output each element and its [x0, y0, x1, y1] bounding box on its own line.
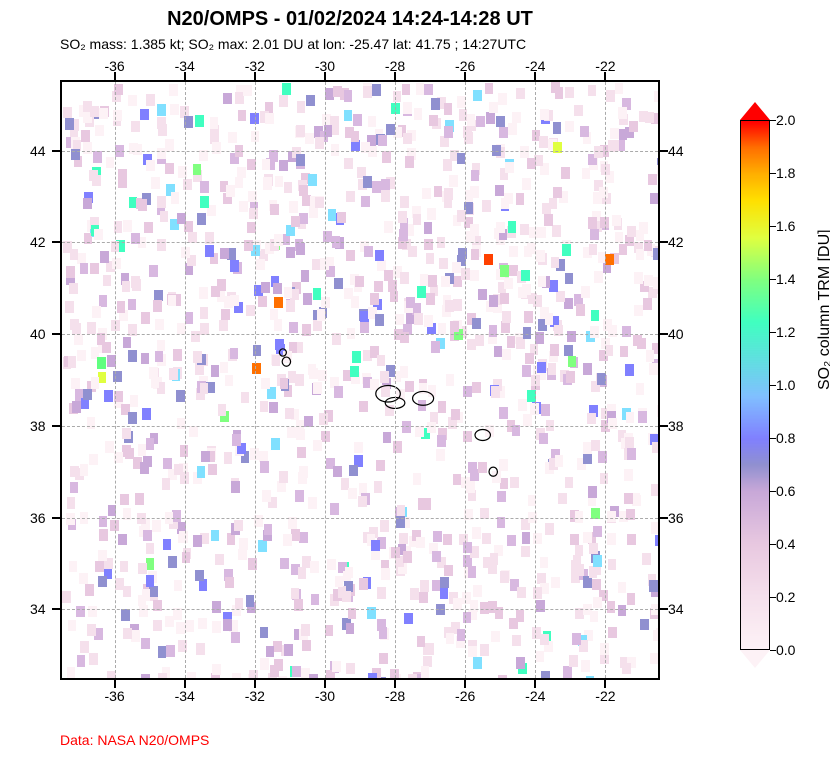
lat-tick-label: 36 — [30, 510, 46, 526]
colorbar-tick-label: 1.6 — [776, 218, 795, 234]
colorbar-tick-label: 0.8 — [776, 430, 795, 446]
lat-tick-label: 38 — [30, 418, 46, 434]
lon-tick-label: -32 — [245, 688, 265, 704]
lon-tick-label: -34 — [175, 688, 195, 704]
chart-title: N20/OMPS - 01/02/2024 14:24-14:28 UT — [0, 8, 700, 31]
colorbar-tick-label: 1.0 — [776, 377, 795, 393]
colorbar-label: SO₂ column TRM [DU] — [816, 229, 830, 390]
lon-tick-label: -24 — [525, 688, 545, 704]
colorbar-tick-label: 0.2 — [776, 589, 795, 605]
lat-tick-label: 44 — [668, 143, 684, 159]
colorbar-tick-label: 1.4 — [776, 271, 795, 287]
lat-tick-label: 44 — [30, 143, 46, 159]
lat-tick-label: 40 — [668, 326, 684, 342]
lat-tick-label: 34 — [668, 601, 684, 617]
colorbar-tick-label: 0.4 — [776, 536, 795, 552]
lat-tick-label: 42 — [668, 234, 684, 250]
colorbar-under-arrow — [740, 650, 770, 668]
colorbar-over-arrow — [740, 102, 770, 120]
colorbar-tick-label: 1.2 — [776, 324, 795, 340]
lon-tick-label: -30 — [315, 688, 335, 704]
colorbar-tick-label: 0.6 — [776, 483, 795, 499]
lat-tick-label: 40 — [30, 326, 46, 342]
lon-tick-label: -28 — [385, 688, 405, 704]
colorbar-tick-label: 1.8 — [776, 165, 795, 181]
lon-tick-label: -36 — [104, 688, 124, 704]
lat-tick-label: 34 — [30, 601, 46, 617]
colorbar-tick-label: 0.0 — [776, 642, 795, 658]
map-frame — [60, 80, 660, 680]
colorbar-tick-label: 2.0 — [776, 112, 795, 128]
chart-subtitle: SO₂ mass: 1.385 kt; SO₂ max: 2.01 DU at … — [60, 36, 526, 52]
lat-tick-label: 42 — [30, 234, 46, 250]
data-credit: Data: NASA N20/OMPS — [60, 732, 209, 748]
lat-tick-label: 38 — [668, 418, 684, 434]
island-contours — [62, 82, 658, 678]
lon-tick-label: -22 — [595, 688, 615, 704]
lat-tick-label: 36 — [668, 510, 684, 526]
lon-tick-label: -26 — [455, 688, 475, 704]
colorbar — [740, 120, 770, 650]
